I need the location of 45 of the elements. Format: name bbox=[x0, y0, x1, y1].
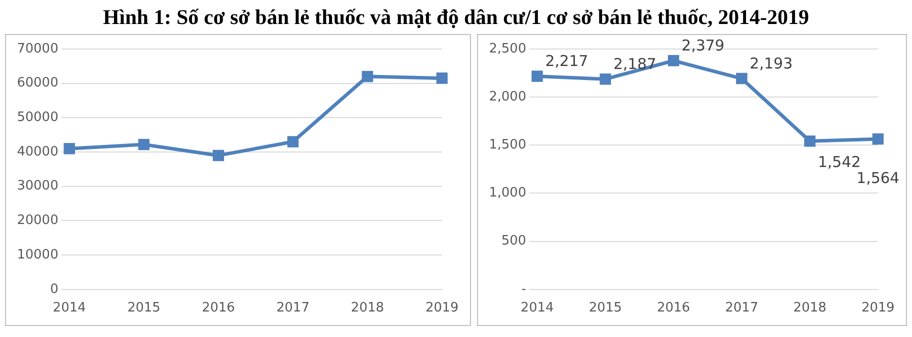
y-tick-label: - bbox=[522, 282, 527, 297]
x-tick-label: 2017 bbox=[276, 300, 310, 316]
y-tick-label: 30000 bbox=[16, 178, 58, 194]
y-tick-label: 50000 bbox=[16, 110, 58, 126]
data-label: 1,564 bbox=[856, 168, 900, 187]
y-tick-label: 20000 bbox=[16, 213, 58, 228]
y-tick-label: 10000 bbox=[16, 247, 58, 262]
chart-title: Hình 1: Số cơ sở bán lẻ thuốc và mật độ dân cư/1 cơ sở bán lẻ thuốc, 2014-2019 bbox=[102, 4, 810, 31]
point bbox=[138, 138, 150, 150]
x-tick-label: 2018 bbox=[793, 300, 826, 316]
x-tick-label: 2014 bbox=[52, 300, 86, 316]
y-tick-label: 70000 bbox=[16, 41, 58, 56]
x-tick-label: 2015 bbox=[127, 300, 160, 316]
data-label: 2,187 bbox=[613, 54, 656, 73]
data-label: 1,542 bbox=[818, 153, 861, 172]
data-label: 2,193 bbox=[750, 54, 793, 72]
point bbox=[362, 70, 374, 82]
y-tick-label: 0 bbox=[50, 282, 58, 297]
point bbox=[804, 135, 816, 147]
point bbox=[600, 73, 612, 85]
point bbox=[532, 70, 543, 82]
x-tick-label: 2016 bbox=[202, 300, 235, 316]
y-tick-label: 500 bbox=[501, 234, 526, 249]
x-tick-label: 2014 bbox=[520, 300, 554, 316]
point bbox=[668, 54, 680, 66]
data-label: 2,217 bbox=[545, 52, 588, 70]
x-tick-label: 2018 bbox=[350, 300, 384, 316]
data-label: 2,379 bbox=[682, 36, 724, 55]
point bbox=[64, 142, 75, 154]
point bbox=[287, 136, 299, 148]
y-tick-label: 40000 bbox=[16, 144, 58, 160]
point bbox=[212, 150, 224, 162]
x-tick-label: 2015 bbox=[588, 300, 622, 316]
point bbox=[872, 133, 884, 145]
y-tick-label: 1,000 bbox=[489, 186, 526, 201]
point bbox=[736, 72, 748, 84]
x-tick-label: 2016 bbox=[656, 300, 690, 316]
y-tick-label: 2,500 bbox=[489, 41, 526, 56]
point bbox=[436, 72, 448, 84]
y-tick-label: 1,500 bbox=[489, 138, 526, 153]
x-tick-label: 2019 bbox=[425, 300, 459, 316]
y-tick-label: 60000 bbox=[16, 76, 58, 91]
y-tick-label: 2,000 bbox=[489, 89, 526, 104]
x-tick-label: 2017 bbox=[725, 300, 758, 316]
x-tick-label: 2019 bbox=[861, 300, 895, 316]
